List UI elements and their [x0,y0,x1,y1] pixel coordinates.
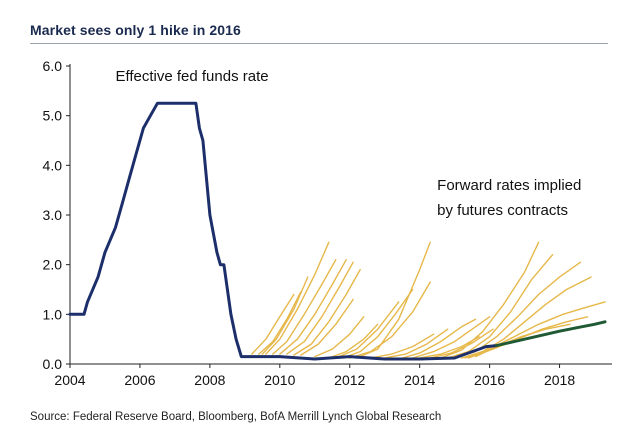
chart-annotation: Forward rates implied [437,177,581,194]
source-note: Source: Federal Reserve Board, Bloomberg… [30,411,442,423]
forward-rate-curve [356,241,431,359]
forward-rate-curve [258,291,302,355]
x-tick-label: 2010 [264,372,295,388]
forward-rate-curve [447,253,554,359]
forward-rate-curve [286,261,354,355]
x-tick-label: 2004 [54,372,85,388]
forward-rate-curve [370,333,435,359]
chart-title: Market sees only 1 hike in 2016 [30,22,241,38]
forward-rate-curve [460,276,592,359]
forward-rate-curve [272,259,337,355]
forward-rate-curve [335,301,400,359]
y-tick-label: 1.0 [43,306,63,322]
y-tick-label: 3.0 [43,207,63,223]
x-tick-label: 2012 [334,372,365,388]
x-tick-label: 2018 [544,372,575,388]
forward-rate-curve [251,293,295,355]
forward-rate-curve [300,298,354,356]
chart-annotation: Effective fed funds rate [115,68,268,85]
forward-rate-curve [293,268,361,356]
y-tick-label: 6.0 [43,58,63,74]
x-tick-label: 2014 [404,372,435,388]
y-tick-label: 0.0 [43,356,63,372]
fed-funds-rate-line [68,101,499,361]
forward-rate-curve [429,328,494,359]
x-tick-label: 2008 [194,372,225,388]
forward-rate-curve [401,318,477,359]
forward-rate-curve [440,241,540,359]
forward-rate-curve [384,328,449,359]
forward-rate-curve [412,316,491,359]
x-tick-label: 2006 [124,372,155,388]
chart-annotation: by futures contracts [437,202,568,219]
y-tick-label: 2.0 [43,257,63,273]
forward-rate-curve [474,323,571,358]
forward-rate-curve [349,281,431,359]
y-tick-label: 4.0 [43,157,63,173]
forward-rate-curve [265,241,330,355]
forward-rate-curve [453,261,582,359]
title-rule [30,43,608,44]
y-tick-label: 5.0 [43,108,63,124]
forward-rate-curve [279,259,347,355]
forward-rate-curve [261,276,309,355]
forward-rate-curve [328,323,379,359]
x-tick-label: 2016 [474,372,505,388]
forward-rate-curve [314,316,365,358]
market-implied-path-line [495,320,607,348]
forward-rate-curve [342,288,414,359]
forward-rate-curve [464,301,606,359]
